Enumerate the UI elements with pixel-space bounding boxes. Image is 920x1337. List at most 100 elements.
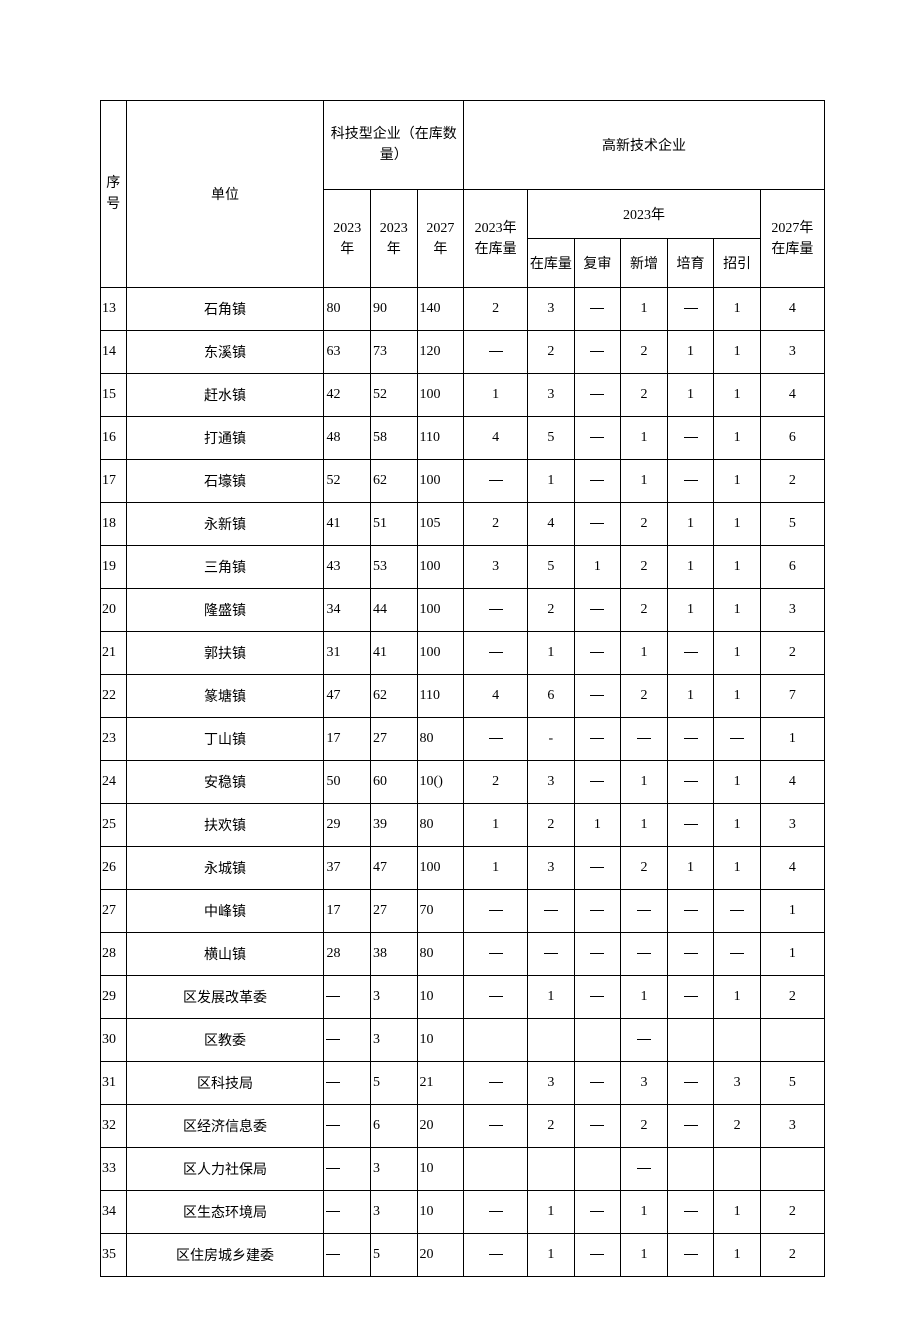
cell-g: 2 <box>760 976 824 1019</box>
cell-b: 1 <box>528 976 575 1019</box>
cell-e: 1 <box>667 331 714 374</box>
cell-c <box>574 1062 621 1105</box>
cell-t2: 60 <box>371 761 418 804</box>
cell-c <box>574 675 621 718</box>
th-new: 新增 <box>621 239 668 288</box>
cell-t2: 5 <box>371 1234 418 1277</box>
table-row: 35区住房城乡建委5201112 <box>101 1234 825 1277</box>
cell-g: 4 <box>760 761 824 804</box>
cell-c <box>574 589 621 632</box>
th-tech-2027: 2027年 <box>417 190 464 288</box>
cell-b: 1 <box>528 1234 575 1277</box>
cell-f <box>714 1019 761 1062</box>
th-cultivate: 培育 <box>667 239 714 288</box>
cell-t2: 73 <box>371 331 418 374</box>
cell-b: 3 <box>528 761 575 804</box>
cell-f: 1 <box>714 632 761 675</box>
cell-f: 1 <box>714 546 761 589</box>
cell-t1 <box>324 1105 371 1148</box>
cell-b: 6 <box>528 675 575 718</box>
table-row: 20隆盛镇344410022113 <box>101 589 825 632</box>
cell-seq: 34 <box>101 1191 127 1234</box>
cell-g <box>760 1019 824 1062</box>
cell-a: 2 <box>464 288 528 331</box>
table-row: 32区经济信息委6202223 <box>101 1105 825 1148</box>
cell-d: 2 <box>621 503 668 546</box>
th-tech-group: 科技型企业（在库数量） <box>324 101 464 190</box>
cell-c <box>574 933 621 976</box>
cell-seq: 17 <box>101 460 127 503</box>
cell-d: 3 <box>621 1062 668 1105</box>
th-unit: 单位 <box>126 101 324 288</box>
cell-c <box>574 503 621 546</box>
cell-t3: 10() <box>417 761 464 804</box>
cell-a: 3 <box>464 546 528 589</box>
cell-e <box>667 761 714 804</box>
cell-t3: 100 <box>417 374 464 417</box>
cell-t2: 5 <box>371 1062 418 1105</box>
cell-b: 1 <box>528 632 575 675</box>
cell-t2: 51 <box>371 503 418 546</box>
cell-d: 1 <box>621 1234 668 1277</box>
cell-t2: 27 <box>371 718 418 761</box>
cell-c <box>574 1191 621 1234</box>
cell-c <box>574 761 621 804</box>
cell-t1: 48 <box>324 417 371 460</box>
cell-unit: 区住房城乡建委 <box>126 1234 324 1277</box>
cell-unit: 扶欢镇 <box>126 804 324 847</box>
cell-unit: 隆盛镇 <box>126 589 324 632</box>
cell-t2: 47 <box>371 847 418 890</box>
cell-b: 2 <box>528 589 575 632</box>
cell-unit: 中峰镇 <box>126 890 324 933</box>
cell-seq: 13 <box>101 288 127 331</box>
cell-t1: 28 <box>324 933 371 976</box>
cell-t2: 3 <box>371 1191 418 1234</box>
cell-a <box>464 1019 528 1062</box>
cell-t2: 90 <box>371 288 418 331</box>
cell-g: 2 <box>760 1234 824 1277</box>
cell-t1: 29 <box>324 804 371 847</box>
table-row: 13石角镇809014023114 <box>101 288 825 331</box>
cell-g: 6 <box>760 546 824 589</box>
cell-unit: 永新镇 <box>126 503 324 546</box>
cell-e <box>667 632 714 675</box>
cell-c: 1 <box>574 546 621 589</box>
cell-t1 <box>324 1062 371 1105</box>
cell-b: 1 <box>528 460 575 503</box>
cell-seq: 27 <box>101 890 127 933</box>
th-hitech-2023stock: 2023年 在库量 <box>464 190 528 288</box>
cell-e <box>667 288 714 331</box>
cell-c <box>574 1105 621 1148</box>
cell-d: 1 <box>621 976 668 1019</box>
cell-d: 2 <box>621 331 668 374</box>
cell-d: 2 <box>621 546 668 589</box>
cell-seq: 23 <box>101 718 127 761</box>
cell-t3: 100 <box>417 847 464 890</box>
cell-f: 2 <box>714 1105 761 1148</box>
cell-t2: 44 <box>371 589 418 632</box>
cell-f: 1 <box>714 847 761 890</box>
cell-t2: 27 <box>371 890 418 933</box>
cell-d: 1 <box>621 1191 668 1234</box>
th-line: 在库量 <box>771 242 813 257</box>
cell-a <box>464 1062 528 1105</box>
cell-e <box>667 460 714 503</box>
cell-d: 2 <box>621 675 668 718</box>
cell-a <box>464 589 528 632</box>
table-row: 16打通镇485811045116 <box>101 417 825 460</box>
cell-d: 1 <box>621 804 668 847</box>
cell-seq: 35 <box>101 1234 127 1277</box>
cell-seq: 24 <box>101 761 127 804</box>
cell-a: 1 <box>464 804 528 847</box>
cell-c <box>574 847 621 890</box>
table-row: 23丁山镇172780-1 <box>101 718 825 761</box>
cell-f: 1 <box>714 417 761 460</box>
cell-e: 1 <box>667 847 714 890</box>
cell-t1: 37 <box>324 847 371 890</box>
cell-t3: 10 <box>417 976 464 1019</box>
cell-g: 3 <box>760 804 824 847</box>
cell-unit: 永城镇 <box>126 847 324 890</box>
cell-f <box>714 933 761 976</box>
cell-t1: 63 <box>324 331 371 374</box>
cell-g: 2 <box>760 632 824 675</box>
